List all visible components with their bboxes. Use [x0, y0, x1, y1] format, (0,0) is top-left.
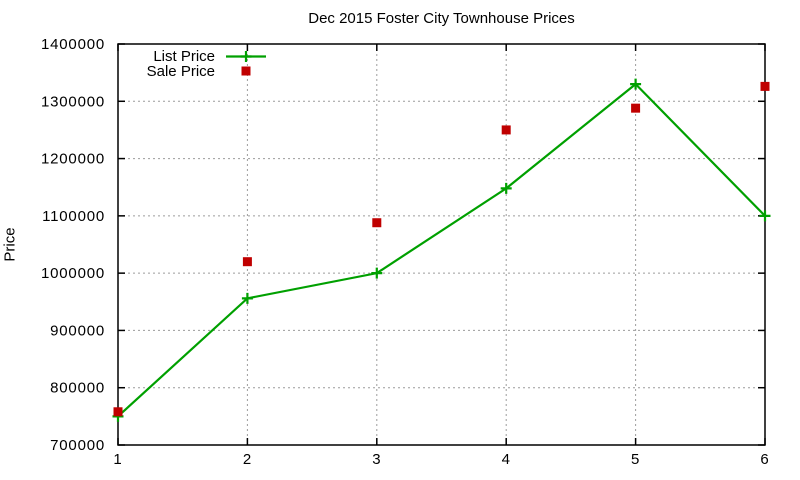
- legend-sale-price-marker: [241, 66, 251, 76]
- x-tick-label: 2: [243, 451, 252, 468]
- y-tick-label: 700000: [50, 437, 105, 454]
- x-tick-label: 5: [631, 451, 640, 468]
- x-tick-label: 6: [760, 451, 769, 468]
- list-price-point: [241, 292, 253, 304]
- sale-price-point: [113, 407, 123, 417]
- legend-label-sale-price: Sale Price: [146, 63, 215, 80]
- list-price-point: [630, 78, 642, 90]
- list-price-point: [759, 210, 771, 222]
- x-tick-label: 4: [502, 451, 511, 468]
- plot-border: [117, 43, 766, 446]
- sale-price-point: [501, 125, 511, 135]
- y-tick-label: 1000000: [41, 265, 105, 282]
- y-tick-label: 1400000: [41, 36, 105, 53]
- y-tick-label: 1100000: [42, 208, 105, 225]
- chart-title: Dec 2015 Foster City Townhouse Prices: [308, 10, 575, 27]
- y-tick-label: 1300000: [41, 93, 105, 110]
- y-tick-label: 1200000: [41, 151, 105, 168]
- y-tick-label: 800000: [50, 380, 105, 397]
- list-price-point: [371, 267, 383, 279]
- legend-list-price-marker: [240, 51, 252, 62]
- x-tick-label: 1: [113, 451, 122, 468]
- list-price-point: [500, 182, 512, 194]
- sale-price-point: [760, 81, 770, 91]
- y-tick-label: 900000: [50, 322, 105, 339]
- sale-price-point: [631, 103, 641, 113]
- sale-price-point: [242, 257, 252, 267]
- sale-price-point: [372, 218, 382, 228]
- x-tick-label: 3: [372, 451, 381, 468]
- legend-label-list-price: List Price: [153, 48, 215, 65]
- list-price-line: [117, 82, 766, 418]
